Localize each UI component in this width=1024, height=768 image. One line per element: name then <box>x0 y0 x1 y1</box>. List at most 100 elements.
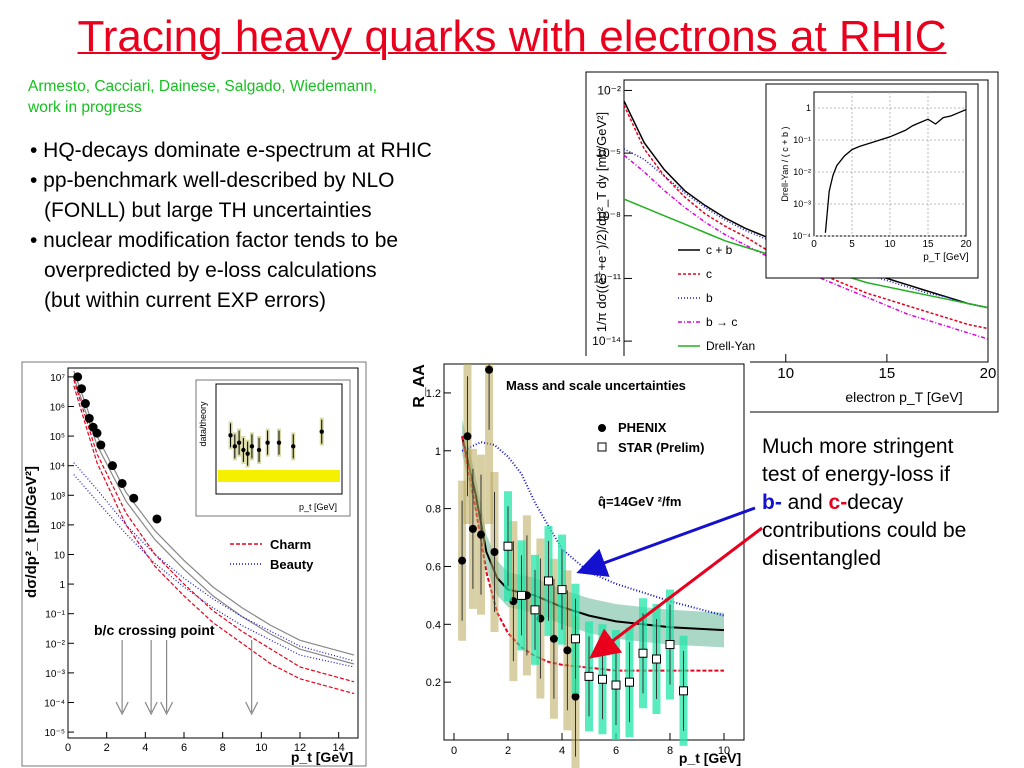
raa-y-axis-label: R_AA <box>411 364 428 408</box>
pp-inset-point <box>319 429 324 434</box>
star-point <box>598 674 607 684</box>
pp-data-point <box>73 372 83 382</box>
raa-x-tick-label: 4 <box>559 745 565 757</box>
pp-y-tick-label: 10⁻⁵ <box>44 728 65 739</box>
spectrum-legend-label: c <box>706 267 712 281</box>
spectrum-y-axis-label: 1/π dσ((e⁺+e⁻)/2)/dp²_T dy [mb/GeV²] <box>594 112 609 332</box>
work-status-line: work in progress <box>28 99 142 116</box>
phenix-point <box>458 556 467 565</box>
spectrum-x-tick-label: 20 <box>980 365 997 382</box>
pp-electron-spectrum-chart: 10⁷ 10⁶ 10⁵ 10⁴ 10³ 10² 10 1 10⁻¹ 10⁻² 10⁻³ 10⁻⁴ 10⁻… <box>21 361 367 767</box>
inset-x-tick-label: 15 <box>922 239 934 250</box>
spectrum-y-tick-label: 10⁻² <box>597 83 621 97</box>
star-point <box>625 677 634 687</box>
spectrum-x-axis-label: electron p_T [GeV] <box>845 389 962 405</box>
note-line-5: disentangled <box>762 547 882 570</box>
crossing-arrowhead <box>160 701 174 716</box>
pp-data-point <box>117 478 127 488</box>
crossing-arrowhead <box>115 701 129 716</box>
raa-y-tick-label: 1 <box>435 446 441 458</box>
raa-x-tick-label: 6 <box>613 745 619 757</box>
inset-y-tick-label: 10⁻⁴ <box>792 231 811 241</box>
pp-x-tick-label: 14 <box>333 742 345 754</box>
spectrum-x-tick-label: 10 <box>777 365 794 382</box>
pp-y-tick-label: 10⁷ <box>50 373 65 384</box>
pp-y-tick-label: 10 <box>54 550 66 561</box>
crossing-arrowhead <box>144 701 158 716</box>
pp-inset-point <box>291 444 296 449</box>
inset-x-tick-label: 0 <box>811 239 817 250</box>
pp-y-tick-label: 10⁻⁴ <box>44 698 65 709</box>
pp-data-point <box>96 440 106 450</box>
star-point <box>544 576 553 586</box>
raa-chart: 0.20.40.60.811.2 0 2 4 6 8 10 R_AA p_t [GeV] … <box>410 356 750 768</box>
phenix-point <box>463 432 472 441</box>
raa-legend-star-marker <box>597 442 607 452</box>
phenix-point <box>468 524 477 533</box>
note-decay: decay <box>847 491 904 514</box>
raa-header: Mass and scale uncertainties <box>506 378 686 393</box>
phenix-point <box>563 646 572 655</box>
phenix-point <box>477 530 485 539</box>
star-point <box>638 648 648 658</box>
pp-inset-point <box>265 440 270 445</box>
spectrum-x-tick-label: 15 <box>879 365 896 382</box>
bullet-2-cont: (FONLL) but large TH uncertainties <box>44 199 372 222</box>
pp-inset-frame <box>195 379 351 517</box>
pp-y-tick-label: 10⁴ <box>50 462 65 473</box>
pp-theory-curve <box>73 376 355 665</box>
pp-y-tick-label: 10² <box>51 521 66 532</box>
pp-x-tick-label: 2 <box>104 742 110 754</box>
raa-x-tick-label: 10 <box>718 745 730 757</box>
crossing-point-annotation: b/c crossing point <box>94 622 215 638</box>
raa-legend-label: STAR (Prelim) <box>618 440 704 455</box>
qhat-label: q̂=14GeV ²/fm <box>598 494 681 509</box>
spectrum-y-tick-label: 10⁻¹¹ <box>593 271 621 285</box>
star-point <box>517 590 526 600</box>
star-point <box>557 585 567 595</box>
pp-y-axis-label: dσ/dp²_t [pb/GeV²] <box>23 466 40 598</box>
pp-inset-point <box>245 451 250 456</box>
pp-x-tick-label: 6 <box>181 742 187 754</box>
note-line-2: test of energy-loss if <box>762 463 950 486</box>
slide-title: Tracing heavy quarks with electrons at R… <box>77 12 947 61</box>
pp-data-point <box>80 399 90 409</box>
pp-x-tick-label: 4 <box>142 742 148 754</box>
note-line-1: Much more stringent <box>762 435 954 458</box>
phenix-point <box>485 365 494 374</box>
pp-inset-point <box>256 447 262 453</box>
pp-inset-point <box>232 444 238 449</box>
pp-data-point <box>92 428 102 438</box>
authors-credit: Armesto, Cacciari, Dainese, Salgado, Wie… <box>28 76 498 118</box>
raa-legend-phenix-marker <box>598 424 606 432</box>
inset-ratio-line <box>824 109 967 233</box>
bullet-3-cont2: (but within current EXP errors) <box>44 289 327 312</box>
pp-data-point <box>152 514 162 524</box>
raa-x-tick-label: 2 <box>505 745 511 757</box>
pp-theory-curve <box>73 379 355 683</box>
pp-y-tick-label: 10⁶ <box>50 402 65 413</box>
spectrum-y-tick-label: 10⁻⁸ <box>596 209 621 223</box>
conclusion-note: Much more stringent test of energy-loss … <box>762 433 1017 573</box>
bullet-1: • HQ-decays dominate e-spectrum at RHIC <box>30 139 432 162</box>
authors-line: Armesto, Cacciari, Dainese, Salgado, Wie… <box>28 78 377 95</box>
note-line-4: contributions could be <box>762 519 967 542</box>
note-and: and <box>781 491 829 514</box>
pp-x-tick-label: 10 <box>255 742 267 754</box>
phenix-point <box>571 692 580 701</box>
inset-frame <box>765 83 979 279</box>
star-point <box>611 680 621 690</box>
note-line-3: b- and c-decay <box>762 489 1017 517</box>
note-b: b- <box>762 491 782 514</box>
star-point <box>652 654 661 664</box>
pp-inset-x-axis-label: p_t [GeV] <box>299 502 337 512</box>
star-point <box>665 640 675 650</box>
inset-x-tick-label: 5 <box>849 239 855 250</box>
pp-inset-point <box>241 447 246 453</box>
pp-y-tick-label: 10⁻¹ <box>45 610 65 621</box>
inset-x-tick-label: 20 <box>960 239 972 250</box>
star-point <box>584 671 594 681</box>
spectrum-legend-label: b <box>706 291 713 305</box>
star-point <box>571 634 580 644</box>
spectrum-series-line <box>623 148 989 309</box>
